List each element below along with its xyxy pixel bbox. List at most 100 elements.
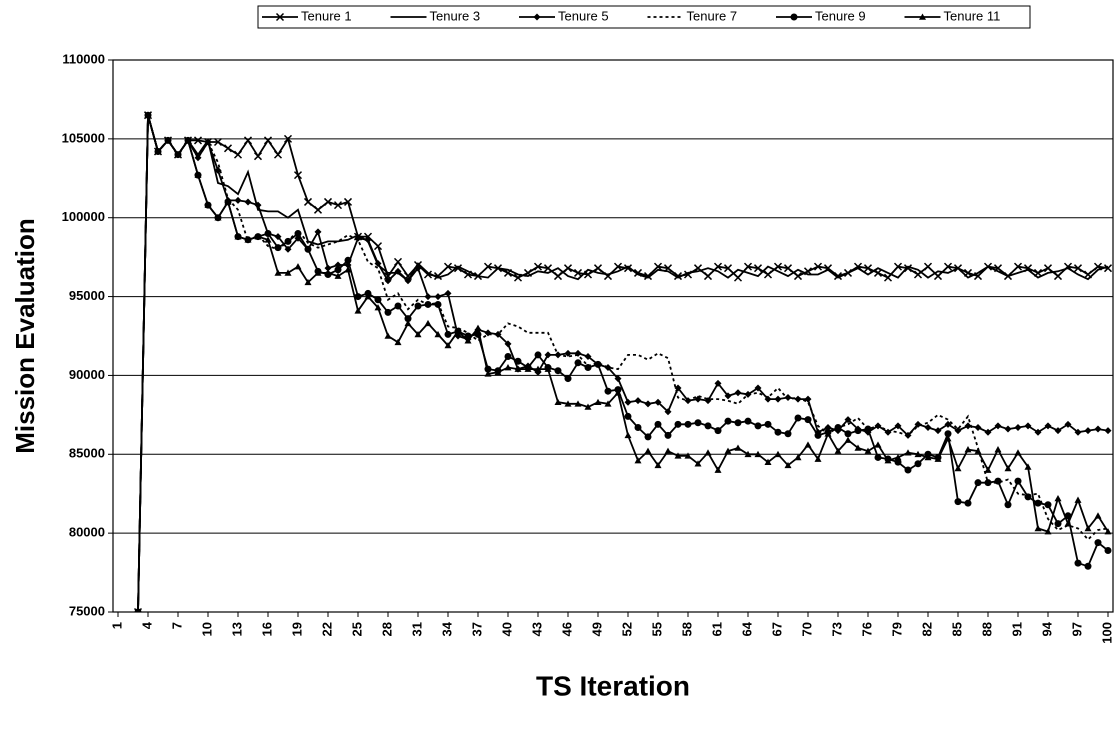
y-tick-label: 75000: [69, 603, 105, 618]
marker: [974, 479, 982, 487]
marker: [753, 264, 763, 273]
marker: [934, 455, 942, 462]
marker: [1104, 427, 1112, 435]
marker: [773, 262, 783, 271]
marker: [804, 416, 812, 424]
marker: [284, 237, 292, 245]
marker: [264, 236, 272, 243]
marker: [524, 365, 532, 372]
marker: [234, 196, 242, 204]
x-tick-label: 1: [109, 622, 124, 629]
marker: [304, 245, 312, 253]
marker: [614, 375, 622, 383]
marker: [1054, 520, 1062, 528]
marker: [384, 308, 392, 316]
marker: [724, 392, 732, 400]
marker: [414, 302, 422, 310]
marker: [1024, 422, 1032, 430]
x-tick-label: 34: [439, 621, 454, 636]
x-tick-label: 97: [1069, 622, 1084, 636]
marker: [574, 400, 582, 407]
marker: [284, 269, 292, 276]
marker: [444, 341, 452, 349]
marker: [934, 427, 942, 435]
marker: [554, 398, 562, 406]
marker: [1004, 464, 1012, 472]
marker: [964, 499, 972, 507]
marker: [584, 403, 592, 410]
x-axis-label: TS Iteration: [536, 670, 690, 701]
marker: [494, 330, 502, 338]
marker: [234, 233, 242, 240]
marker: [544, 351, 552, 359]
marker: [213, 137, 223, 147]
x-tick-label: 61: [709, 622, 724, 636]
marker: [263, 136, 273, 145]
marker: [924, 453, 932, 461]
series-line: [137, 114, 1109, 612]
marker: [1024, 463, 1032, 470]
marker: [483, 262, 493, 271]
marker: [643, 272, 653, 281]
marker: [694, 460, 702, 467]
marker: [893, 262, 903, 271]
marker: [264, 229, 272, 237]
marker: [764, 420, 772, 428]
marker: [723, 264, 733, 273]
legend-marker: [533, 13, 541, 21]
marker: [1094, 539, 1102, 547]
x-tick-label: 40: [499, 622, 514, 636]
legend-marker: [919, 13, 926, 20]
series-line: [137, 114, 1109, 612]
x-tick-label: 58: [679, 622, 694, 636]
marker: [144, 111, 152, 118]
marker: [394, 338, 402, 346]
marker: [614, 389, 622, 396]
marker: [1094, 425, 1102, 433]
marker: [833, 272, 843, 281]
marker: [584, 364, 592, 372]
marker: [703, 272, 713, 281]
marker: [154, 147, 162, 155]
marker: [274, 269, 282, 276]
marker: [294, 263, 302, 270]
marker: [404, 319, 412, 327]
x-tick-label: 94: [1039, 621, 1054, 636]
marker: [813, 262, 823, 271]
x-tick-label: 73: [829, 622, 844, 636]
x-tick-label: 52: [619, 622, 634, 636]
marker: [894, 422, 902, 430]
marker: [1034, 524, 1042, 532]
marker: [994, 422, 1002, 430]
marker: [894, 458, 902, 466]
marker: [1013, 262, 1023, 271]
marker: [964, 446, 972, 453]
marker: [793, 272, 803, 281]
marker: [804, 395, 812, 403]
legend-marker: [275, 12, 285, 22]
marker: [644, 433, 652, 441]
marker: [414, 330, 422, 338]
marker: [323, 197, 333, 206]
marker: [784, 394, 792, 402]
marker: [644, 447, 652, 454]
marker: [314, 228, 322, 236]
y-tick-label: 105000: [62, 130, 105, 145]
marker: [784, 461, 792, 469]
marker: [324, 269, 332, 276]
marker: [1074, 559, 1082, 567]
marker: [1074, 496, 1082, 503]
marker: [434, 330, 442, 338]
legend-label: Tenure 7: [687, 8, 738, 23]
marker: [733, 273, 743, 282]
marker: [954, 427, 962, 435]
marker: [624, 412, 632, 420]
marker: [464, 337, 472, 344]
marker: [634, 423, 642, 431]
marker: [334, 266, 342, 274]
marker: [794, 453, 802, 461]
marker: [654, 420, 662, 428]
marker: [724, 417, 732, 425]
marker: [384, 332, 392, 339]
x-tick-label: 22: [319, 622, 334, 636]
